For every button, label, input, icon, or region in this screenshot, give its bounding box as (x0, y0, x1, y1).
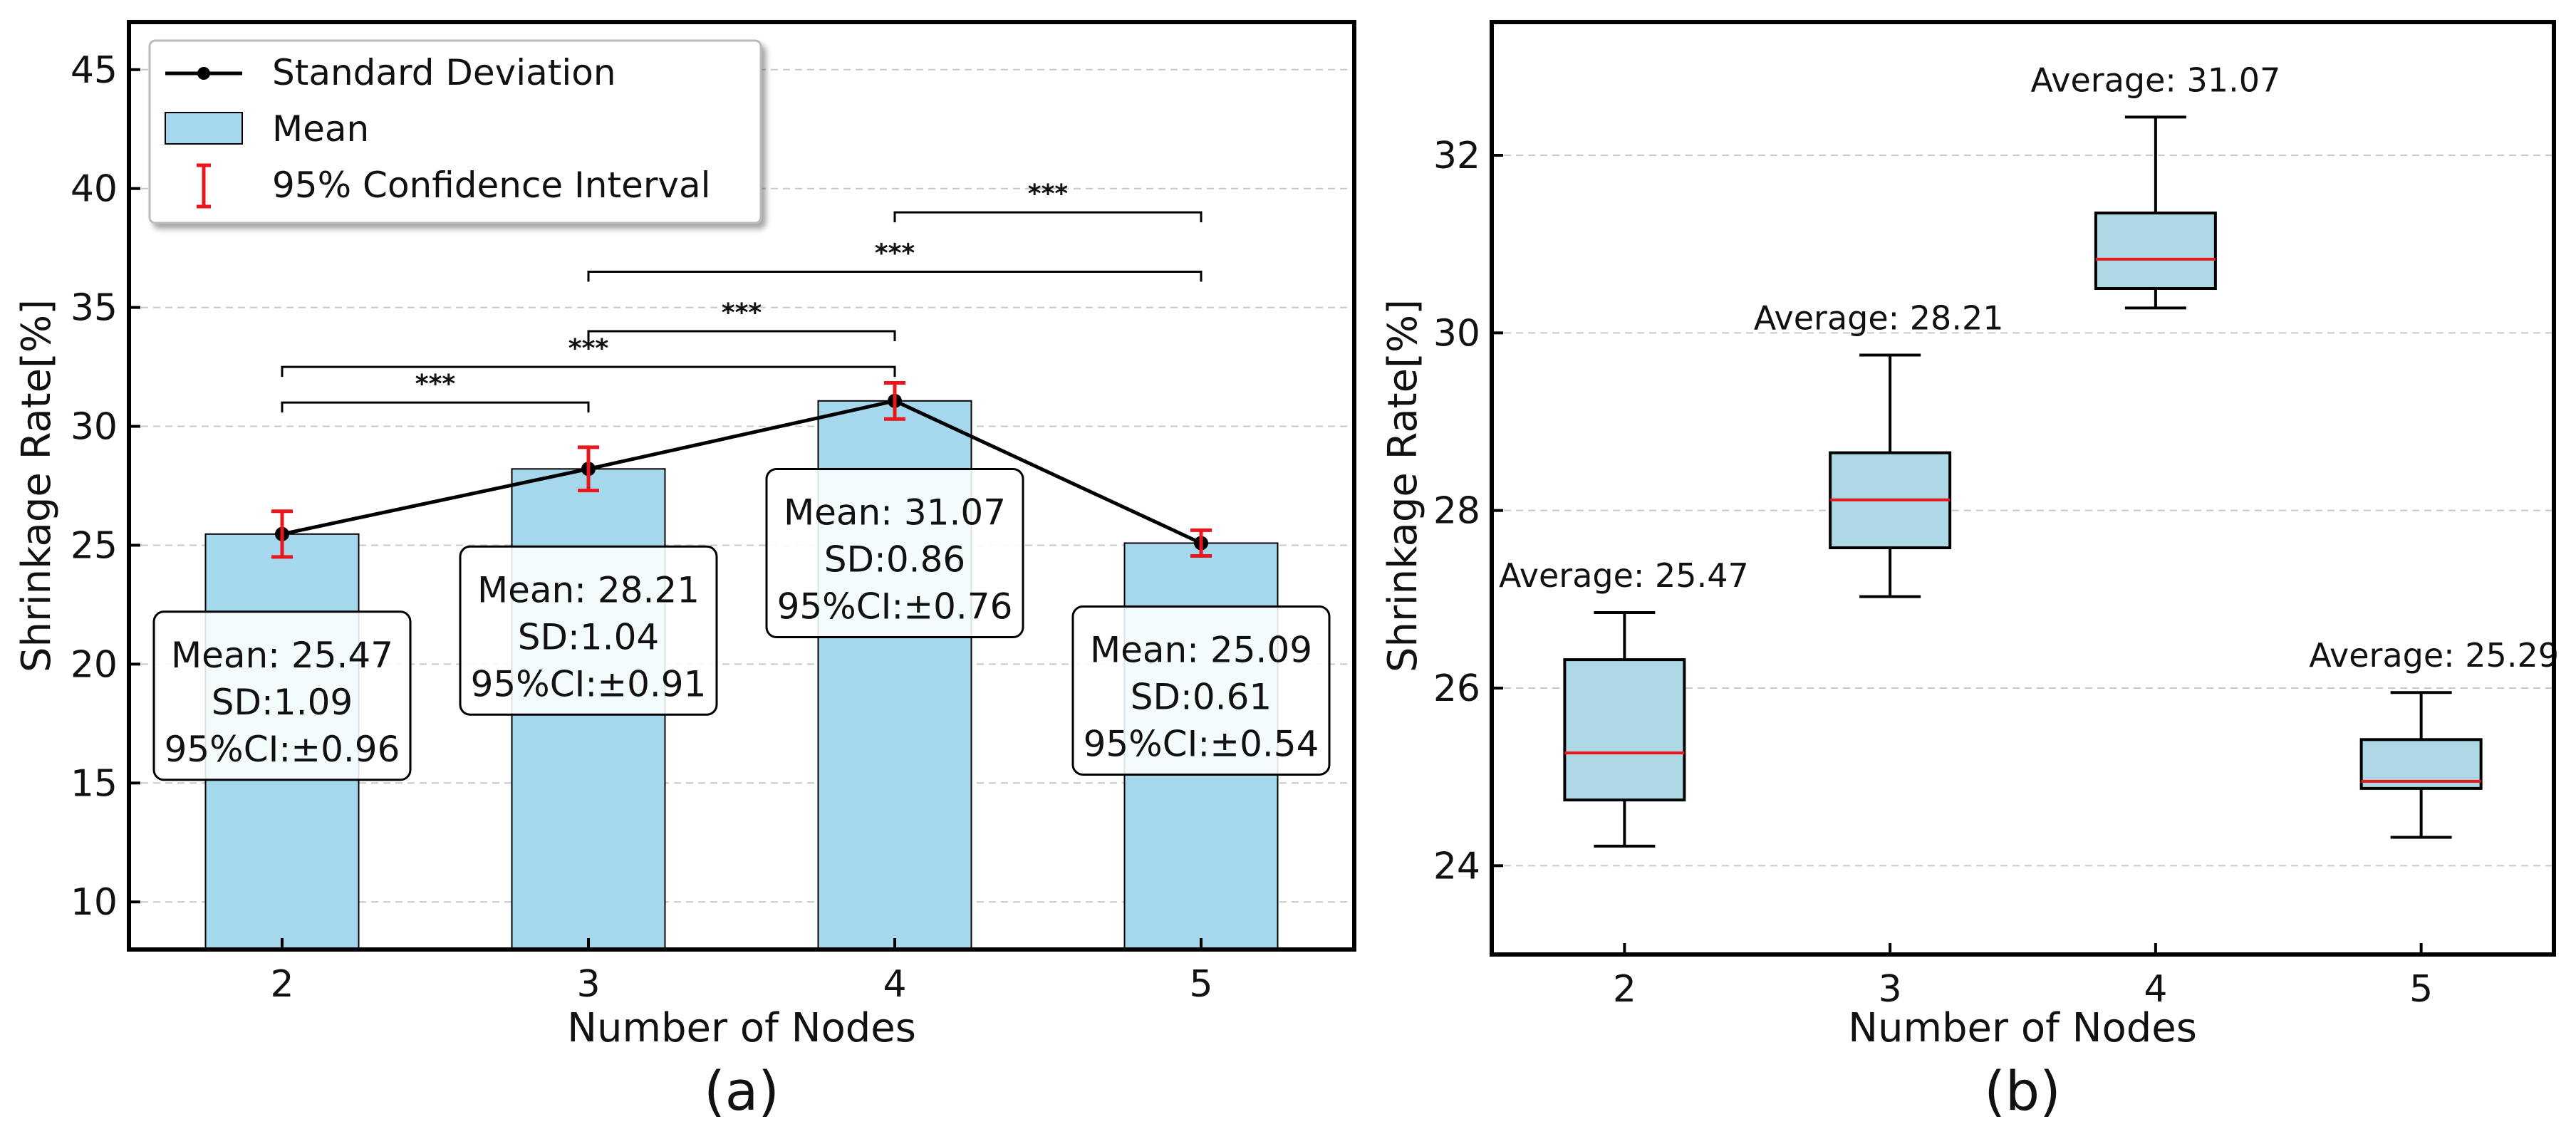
bracket-line (587, 330, 896, 341)
x-tick-label: 5 (2409, 968, 2433, 1011)
y-tick-label: 32 (1433, 135, 1480, 177)
box-5 (2359, 691, 2483, 839)
annotation-line: SD:1.09 (212, 682, 353, 723)
significance-bracket: *** (893, 180, 1203, 223)
box-2 (1563, 611, 1686, 848)
average-label: Average: 28.21 (1754, 299, 2004, 338)
bracket-line (281, 401, 590, 413)
x-tick-label: 3 (576, 963, 600, 1006)
annotation-line: SD:0.86 (824, 539, 965, 580)
panel-a-sd-line (275, 393, 1208, 551)
legend-sd-label: Standard Deviation (272, 52, 616, 93)
panel-b-average-labels: Average: 25.47 Average: 28.21 Average: 31.… (1499, 61, 2559, 675)
y-tick-label: 40 (71, 168, 118, 211)
annotation-line: Mean: 25.47 (171, 635, 393, 676)
significance-bracket: *** (587, 239, 1203, 282)
panel-b-grid (1492, 155, 2554, 867)
y-tick-label: 15 (71, 762, 118, 805)
y-tick-label: 35 (71, 287, 118, 330)
significance-bracket: *** (281, 370, 590, 413)
y-tick-label: 26 (1433, 667, 1480, 710)
y-tick-label: 25 (71, 524, 118, 567)
panel-b-box-plot: Average: 25.47 Average: 28.21 Average: 31.… (1380, 20, 2559, 1123)
significance-label: *** (1028, 180, 1069, 209)
annotation-line: 95%CI:±0.91 (471, 663, 707, 704)
average-label: Average: 25.47 (1499, 556, 1749, 595)
annotation-box (1071, 605, 1331, 776)
annotation-line: SD:1.04 (518, 616, 659, 657)
stats-annotation: Mean: 28.21 SD:1.04 95%CI:±0.91 (459, 545, 718, 716)
box-3 (1829, 353, 1952, 598)
stats-annotation: Mean: 25.09 SD:0.61 95%CI:±0.54 (1071, 605, 1331, 776)
annotation-line: 95%CI:±0.54 (1084, 723, 1319, 764)
panel-a-legend: Standard Deviation Mean 95% Confidence I… (148, 39, 762, 224)
panel-a-bar-chart: *************** Mean: 25.47SD:1.0995%CI:… (14, 20, 1356, 1123)
ci-errorbar (1190, 528, 1212, 558)
average-label: Average: 25.29 (2309, 636, 2559, 675)
panel-a-y-axis: 10 15 20 25 30 35 40 45 (71, 49, 140, 924)
sd-line (281, 399, 1203, 545)
annotation-line: 95%CI:±0.96 (165, 729, 400, 770)
annotation-box (765, 467, 1024, 638)
panel-b-y-axis-title: Shrinkage Rate[%] (1380, 299, 1426, 672)
y-tick-label: 30 (71, 406, 118, 449)
y-tick-label: 30 (1433, 312, 1480, 355)
panel-a-x-axis: 2 3 4 5 (270, 938, 1213, 1006)
panel-b-boxes (1563, 115, 2483, 848)
annotation-line: SD:0.61 (1131, 676, 1272, 717)
bracket-line (893, 211, 1203, 223)
legend-ci-swatch (197, 163, 211, 209)
panel-a-frame (127, 20, 1356, 952)
y-tick-label: 28 (1433, 490, 1480, 533)
annotation-line: Mean: 28.21 (477, 569, 700, 610)
y-tick-label: 45 (71, 49, 118, 92)
stats-annotation: Mean: 25.47 SD:1.09 95%CI:±0.96 (152, 610, 412, 781)
significance-label: *** (875, 239, 915, 269)
significance-label: *** (722, 298, 762, 328)
panel-a-label: (a) (704, 1059, 779, 1123)
legend-mean-label: Mean (272, 108, 369, 150)
bracket-line (281, 365, 896, 378)
annotation-line: 95%CI:±0.76 (777, 586, 1013, 627)
box-iqr (2094, 212, 2217, 290)
ci-errorbar (578, 445, 599, 493)
annotation-line: Mean: 31.07 (784, 491, 1006, 533)
panel-a-annotations: Mean: 25.47 SD:1.09 95%CI:±0.96 Mean: 28.21… (152, 467, 1331, 781)
ci-errorbar (271, 509, 293, 559)
x-tick-label: 4 (883, 963, 906, 1006)
bracket-line (587, 271, 1203, 282)
panel-a-y-axis-title: Shrinkage Rate[%] (14, 299, 60, 672)
y-tick-label: 20 (71, 643, 118, 686)
box-4 (2094, 115, 2217, 310)
panel-a-ci-errorbars (271, 380, 1212, 559)
legend-sd-marker (197, 67, 210, 80)
panel-a-significance-brackets: *************** (281, 180, 1203, 413)
y-tick-label: 10 (71, 881, 118, 924)
annotation-box (152, 610, 412, 781)
x-tick-label: 4 (2144, 968, 2167, 1011)
box-iqr (1563, 658, 1686, 802)
average-label: Average: 31.07 (2031, 61, 2281, 99)
stats-annotation: Mean: 31.07 SD:0.86 95%CI:±0.76 (765, 467, 1024, 638)
y-tick-label: 24 (1433, 845, 1480, 888)
significance-bracket: *** (587, 298, 896, 341)
legend-mean-swatch (165, 112, 243, 145)
panel-b-x-axis: 2 3 4 5 (1613, 943, 2433, 1011)
panel-b-frame (1490, 20, 2556, 957)
annotation-line: Mean: 25.09 (1090, 629, 1312, 670)
panel-b-x-axis-title: Number of Nodes (1848, 1005, 2197, 1051)
significance-label: *** (415, 370, 456, 399)
panel-a-x-axis-title: Number of Nodes (567, 1005, 916, 1051)
x-tick-label: 5 (1189, 963, 1212, 1006)
annotation-box (459, 545, 718, 716)
legend-box (148, 39, 762, 224)
legend-ci-label: 95% Confidence Interval (272, 165, 711, 206)
ci-errorbar (884, 380, 905, 421)
x-tick-label: 2 (1613, 968, 1636, 1011)
x-tick-label: 2 (270, 963, 294, 1006)
panel-b-label: (b) (1984, 1059, 2061, 1123)
x-tick-label: 3 (1879, 968, 1902, 1011)
panel-b-y-axis: 24 26 28 30 32 (1433, 135, 1503, 888)
